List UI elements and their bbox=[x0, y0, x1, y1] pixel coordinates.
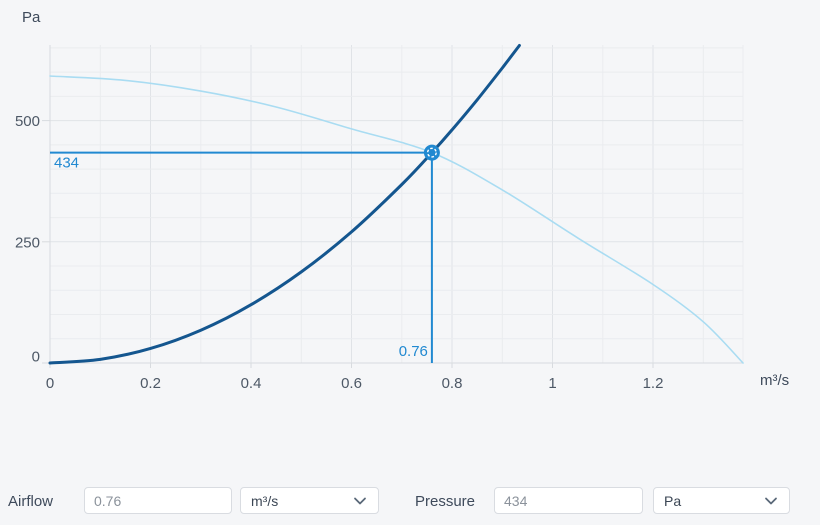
x-tick-label: 0 bbox=[46, 375, 54, 392]
pressure-input[interactable] bbox=[494, 487, 643, 514]
y-tick-label: 500 bbox=[15, 113, 40, 130]
x-tick-label: 0.2 bbox=[140, 375, 161, 392]
x-tick-label: 1 bbox=[548, 375, 556, 392]
fan-curve bbox=[49, 75, 744, 364]
airflow-unit-select[interactable]: m³/s bbox=[240, 487, 379, 514]
controls-bar: Airflow m³/s Pressure Pa bbox=[0, 460, 820, 525]
airflow-unit-value: m³/s bbox=[251, 492, 279, 509]
x-tick-label: 1.2 bbox=[643, 375, 664, 392]
pressure-unit-value: Pa bbox=[664, 492, 682, 509]
operating-point-pressure-label: 434 bbox=[54, 155, 79, 172]
x-tick-label: 0.4 bbox=[241, 375, 262, 392]
operating-point-marker[interactable] bbox=[423, 144, 440, 161]
airflow-label: Airflow bbox=[8, 493, 54, 510]
system-curve bbox=[48, 44, 521, 365]
x-tick-label: 0.6 bbox=[341, 375, 362, 392]
airflow-input[interactable] bbox=[84, 487, 232, 514]
chart-area: 0 250 500 0 0.2 0.4 0.6 0.8 1 1.2 434 0.76 Pa m³/s bbox=[0, 0, 820, 460]
chevron-down-icon bbox=[354, 497, 366, 504]
pressure-airflow-chart[interactable]: 0 250 500 0 0.2 0.4 0.6 0.8 1 1.2 434 0.76 bbox=[0, 0, 820, 460]
chevron-down-icon bbox=[765, 497, 777, 504]
y-tick-label: 0 bbox=[32, 349, 40, 366]
operating-point-airflow-label: 0.76 bbox=[399, 343, 428, 360]
y-tick-label: 250 bbox=[15, 234, 40, 251]
x-axis-unit-label: m³/s bbox=[760, 372, 790, 389]
x-tick-label: 0.8 bbox=[442, 375, 463, 392]
y-axis-unit-label: Pa bbox=[22, 9, 41, 26]
pressure-unit-select[interactable]: Pa bbox=[653, 487, 790, 514]
pressure-label: Pressure bbox=[415, 493, 476, 510]
operating-point-marker-ring bbox=[426, 147, 437, 158]
